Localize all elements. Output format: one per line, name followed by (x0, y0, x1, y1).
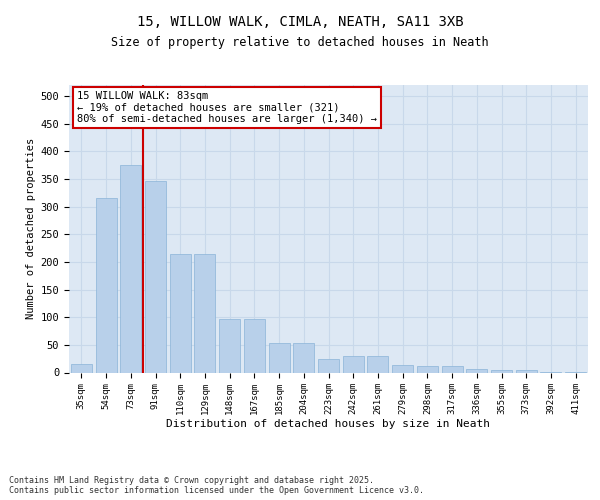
Bar (491, 370, 512, 372)
Bar (343, 356, 364, 372)
Bar (219, 319, 240, 372)
Bar (170, 254, 191, 372)
Bar (244, 319, 265, 372)
Bar (417, 366, 438, 372)
Bar (392, 366, 413, 372)
Bar (466, 369, 487, 372)
Bar (269, 342, 290, 372)
Bar (516, 370, 537, 372)
X-axis label: Distribution of detached houses by size in Neath: Distribution of detached houses by size … (167, 418, 491, 428)
Text: 15, WILLOW WALK, CIMLA, NEATH, SA11 3XB: 15, WILLOW WALK, CIMLA, NEATH, SA11 3XB (137, 16, 463, 30)
Bar (120, 165, 141, 372)
Bar (145, 181, 166, 372)
Bar (71, 364, 92, 372)
Bar (442, 366, 463, 372)
Bar (194, 254, 215, 372)
Bar (95, 198, 116, 372)
Text: Contains HM Land Registry data © Crown copyright and database right 2025.
Contai: Contains HM Land Registry data © Crown c… (9, 476, 424, 495)
Bar (318, 358, 339, 372)
Bar (293, 342, 314, 372)
Y-axis label: Number of detached properties: Number of detached properties (26, 138, 37, 320)
Text: Size of property relative to detached houses in Neath: Size of property relative to detached ho… (111, 36, 489, 49)
Text: 15 WILLOW WALK: 83sqm
← 19% of detached houses are smaller (321)
80% of semi-det: 15 WILLOW WALK: 83sqm ← 19% of detached … (77, 91, 377, 124)
Bar (367, 356, 388, 372)
